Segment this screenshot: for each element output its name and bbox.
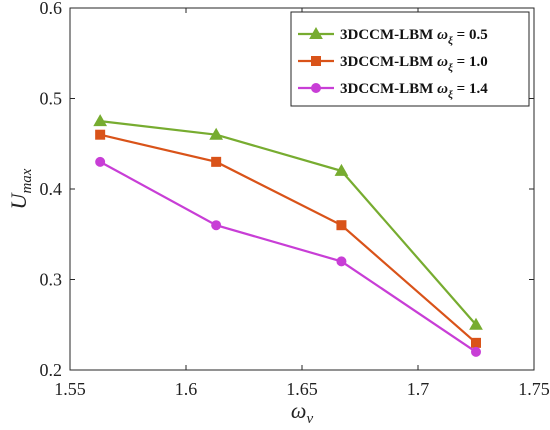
series-2 [95,129,481,348]
data-point [211,220,222,231]
data-point [471,337,481,348]
legend-item: 3DCCM-LBM ωξ = 0.5 [298,26,488,47]
data-point [95,129,106,140]
legend-item: 3DCCM-LBM ωξ = 1.0 [298,54,488,74]
y-axis-label: Umax [6,168,35,209]
data-point [93,114,108,127]
series-line [100,120,477,326]
data-point [211,156,222,167]
series-line [99,133,477,344]
legend-marker [311,83,321,93]
legend: 3DCCM-LBM ωξ = 0.5 3DCCM-LBM ωξ = 1.0 3DCC… [290,11,530,107]
x-tick-label: 1.7 [407,379,430,399]
data-point [469,317,483,330]
series-3 [95,156,481,357]
data-point [209,127,224,140]
legend-label: 3DCCM-LBM ωξ = 1.0 [340,54,488,74]
data-point [336,220,347,231]
series-layer [93,114,483,357]
data-point [471,346,481,357]
x-axis-label: ων [291,398,314,427]
legend-label: 3DCCM-LBM ωξ = 0.5 [340,27,488,47]
y-tick-label: 0.2 [40,360,63,380]
series-line [99,160,477,353]
legend-box [290,11,530,107]
x-tick-label: 1.6 [175,379,198,399]
y-tick-label: 0.5 [40,89,63,109]
data-point [336,256,347,267]
y-tick-label: 0.4 [40,179,63,199]
y-tick-label: 0.6 [40,0,63,18]
legend-label: 3DCCM-LBM ωξ = 1.4 [340,81,488,101]
series-1 [93,114,483,330]
data-point [95,156,106,167]
legend-marker [309,26,323,39]
x-tick-label: 1.65 [286,379,318,399]
ticks-layer: 1.55 1.6 1.65 1.7 1.75 0.2 0.3 0.4 0.5 0.6 [40,0,550,399]
x-tick-label: 1.55 [54,379,86,399]
x-tick-label: 1.75 [518,379,550,399]
y-tick-label: 0.3 [40,270,63,290]
data-point [334,163,349,176]
legend-item: 3DCCM-LBM ωξ = 1.4 [298,81,488,101]
legend-marker [311,56,321,66]
